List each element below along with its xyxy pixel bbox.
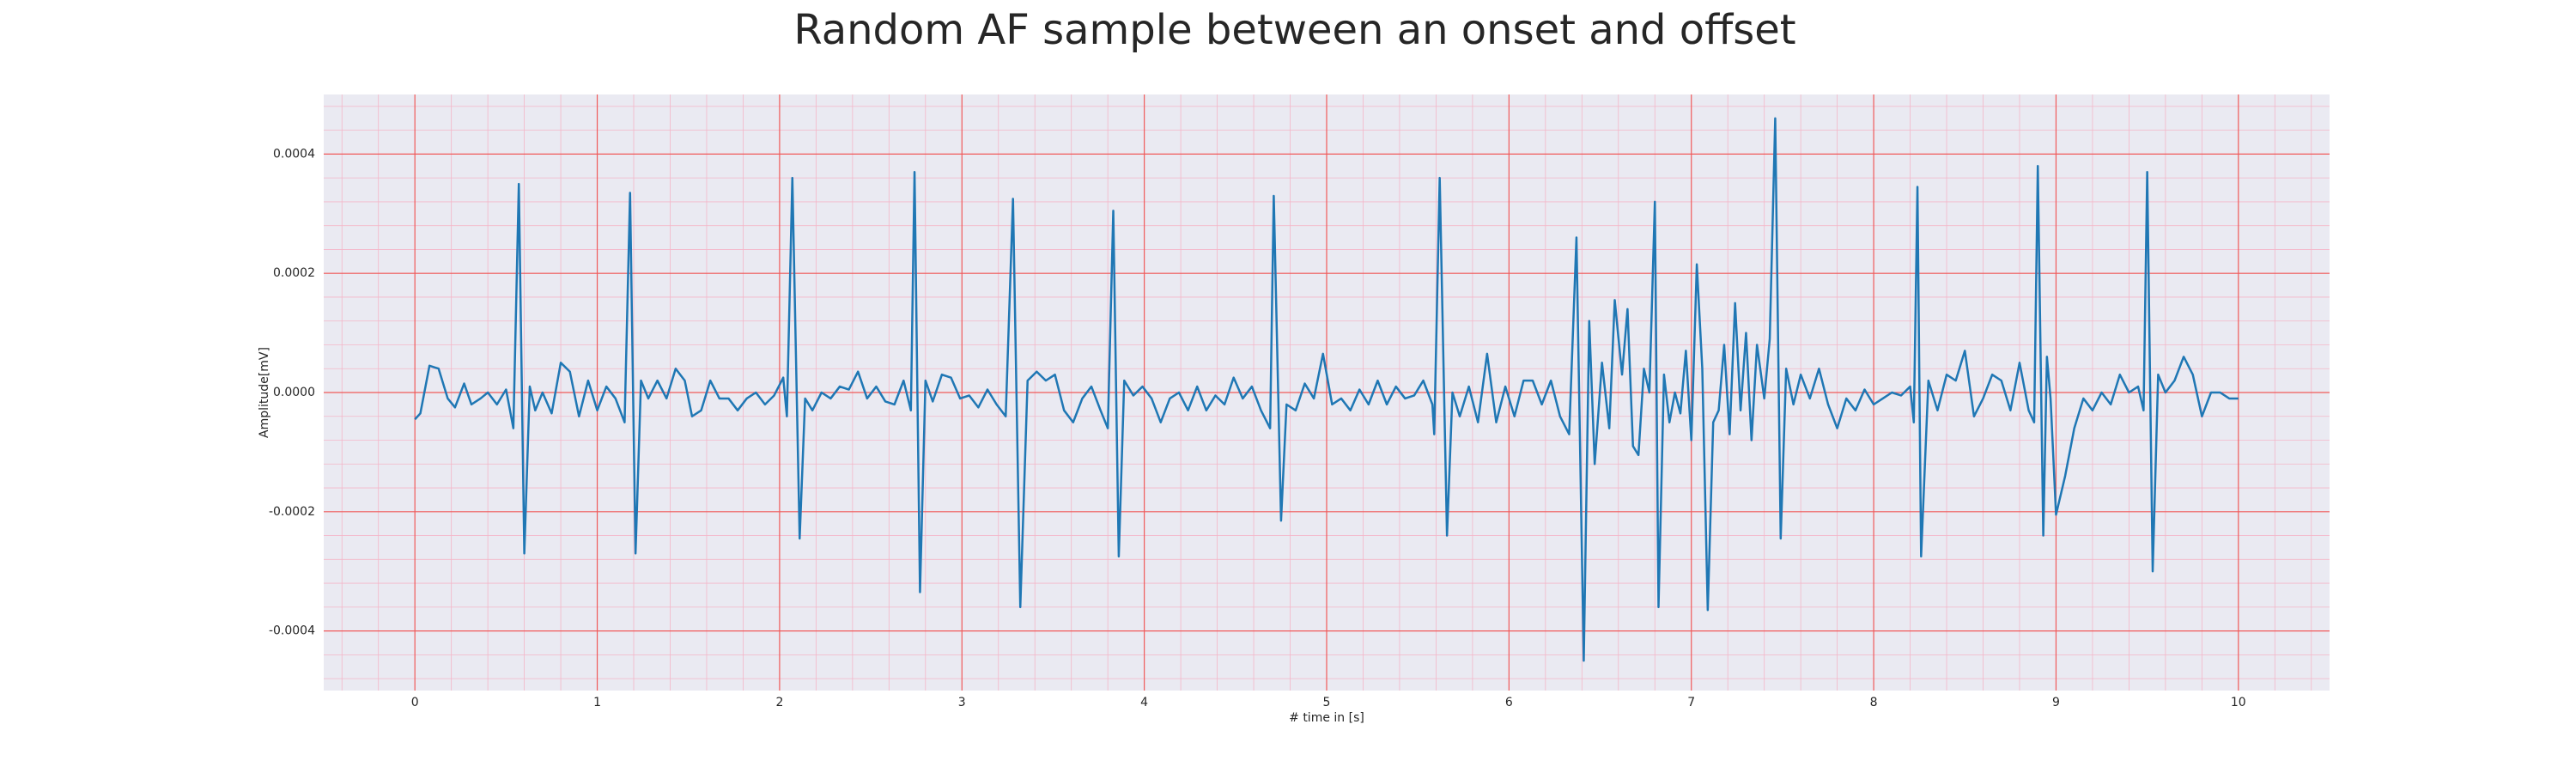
x-tick-label: 10 [2231, 696, 2246, 709]
x-tick-label: 1 [593, 696, 601, 709]
y-tick-label: -0.0004 [269, 624, 315, 638]
x-tick-label: 3 [958, 696, 966, 709]
x-tick-label: 2 [775, 696, 783, 709]
y-tick-label: 0.0000 [273, 386, 315, 399]
x-tick-label: 0 [411, 696, 419, 709]
y-tick-label: -0.0002 [269, 505, 315, 519]
x-axis-label: # time in [s] [1289, 711, 1364, 725]
x-tick-label: 5 [1323, 696, 1331, 709]
y-tick-label: 0.0002 [273, 266, 315, 280]
signal-line [414, 117, 2239, 662]
y-axis-label: Amplitude[mV] [258, 347, 271, 438]
chart-title: Random AF sample between an onset and of… [793, 6, 1795, 54]
x-tick-label: 7 [1687, 696, 1695, 709]
x-tick-label: 9 [2052, 696, 2060, 709]
x-tick-label: 6 [1505, 696, 1513, 709]
x-tick-label: 4 [1140, 696, 1148, 709]
y-tick-label: 0.0004 [273, 147, 315, 161]
x-tick-label: 8 [1870, 696, 1878, 709]
